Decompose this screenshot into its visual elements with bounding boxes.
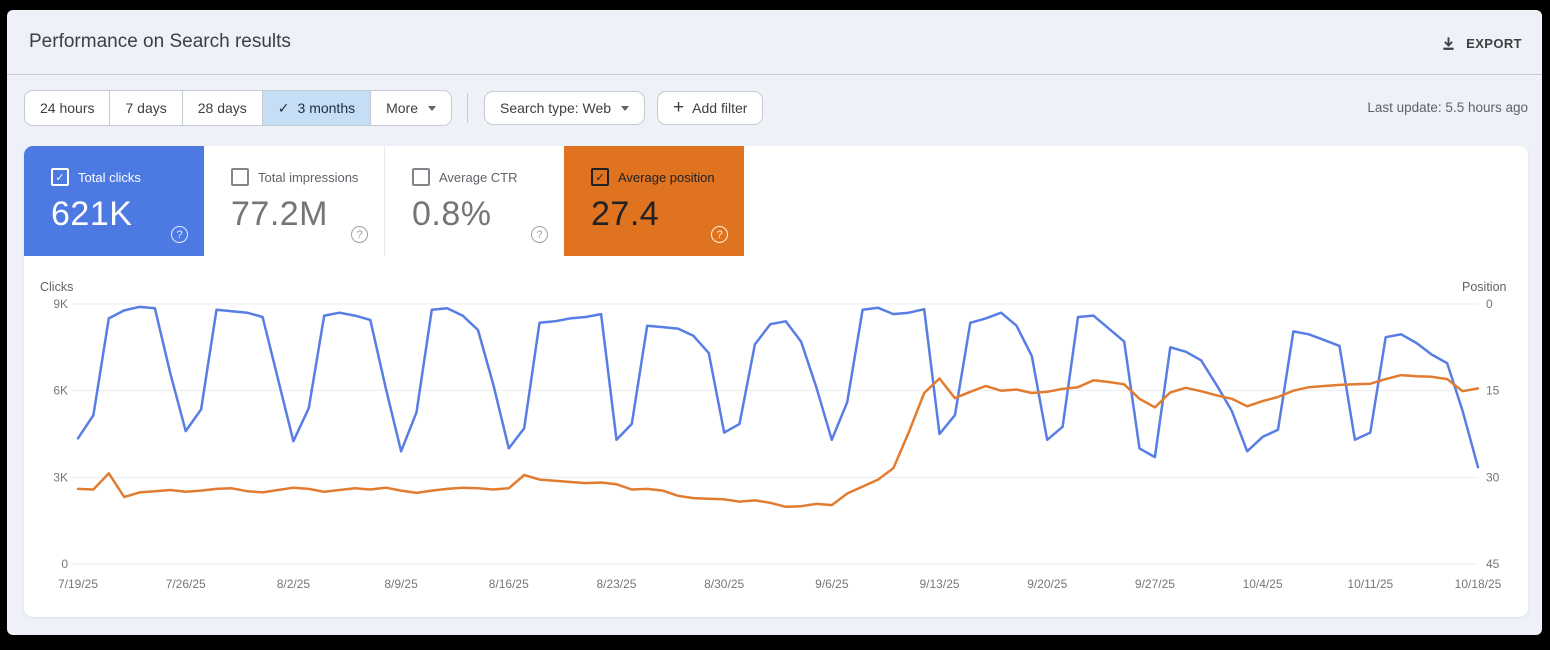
chart-text: 15 — [1486, 384, 1500, 398]
metric-label: Total impressions — [258, 169, 359, 185]
range-label: 7 days — [125, 100, 167, 116]
range-3-months[interactable]: ✓ 3 months — [261, 91, 371, 125]
metric-card-average-ctr[interactable]: Average CTR 0.8% ? — [384, 146, 564, 256]
chart-text: Position — [1462, 280, 1507, 294]
check-icon: ✓ — [277, 99, 290, 116]
help-icon[interactable]: ? — [531, 226, 548, 243]
chart-text: 0 — [1486, 297, 1493, 311]
range-more-dropdown[interactable]: More — [370, 91, 452, 125]
chevron-down-icon — [621, 105, 630, 111]
export-label: EXPORT — [1466, 35, 1522, 51]
metric-label: Average position — [618, 169, 715, 185]
metric-value: 621K — [51, 195, 133, 233]
metric-card-average-position[interactable]: ✓ Average position 27.4 ? — [564, 146, 744, 256]
chart-text: 6K — [53, 384, 68, 398]
search-console-window: Performance on Search results EXPORT 24 … — [7, 10, 1542, 635]
help-icon[interactable]: ? — [351, 226, 368, 243]
metric-cards-row: ✓ Total clicks 621K ? Total impressions … — [24, 146, 1528, 256]
help-icon[interactable]: ? — [171, 226, 188, 243]
metric-label: Average CTR — [439, 169, 518, 185]
metric-label: Total clicks — [78, 169, 141, 185]
chart-text: 9/20/25 — [1027, 577, 1067, 591]
chart-text: 7/19/25 — [58, 577, 98, 591]
range-label: 3 months — [297, 100, 356, 116]
performance-panel: ✓ Total clicks 621K ? Total impressions … — [24, 146, 1528, 617]
chevron-down-icon — [428, 105, 437, 111]
toolbar-divider — [467, 93, 469, 123]
chart-text: 8/9/25 — [384, 577, 418, 591]
metric-value: 27.4 — [591, 195, 660, 233]
last-update-text: Last update: 5.5 hours ago — [1367, 100, 1528, 115]
metric-card-total-impressions[interactable]: Total impressions 77.2M ? — [204, 146, 384, 256]
page-title: Performance on Search results — [29, 31, 291, 52]
chart-text: 9/27/25 — [1135, 577, 1175, 591]
checkbox-average-ctr[interactable] — [412, 168, 430, 186]
range-24-hours[interactable]: 24 hours — [25, 91, 110, 125]
chart-text: 10/11/25 — [1347, 577, 1393, 591]
chart-text: 9/13/25 — [920, 577, 960, 591]
range-label: 28 days — [197, 100, 247, 116]
metric-card-total-clicks[interactable]: ✓ Total clicks 621K ? — [24, 146, 204, 256]
chart-text: 10/4/25 — [1243, 577, 1283, 591]
add-filter-button[interactable]: + Add filter — [657, 91, 764, 125]
plus-icon: + — [673, 96, 685, 118]
chart-text: 8/16/25 — [489, 577, 529, 591]
position-line — [76, 373, 1480, 509]
checkbox-total-clicks[interactable]: ✓ — [51, 168, 69, 186]
chart-text: 10/18/25 — [1455, 577, 1502, 591]
chart-text: 8/23/25 — [596, 577, 636, 591]
range-label: More — [386, 100, 419, 116]
checkbox-average-position[interactable]: ✓ — [591, 168, 609, 186]
search-type-label: Search type: Web — [500, 100, 612, 116]
range-label: 24 hours — [40, 100, 95, 116]
chart-text: 8/2/25 — [277, 577, 311, 591]
range-28-days[interactable]: 28 days — [181, 91, 262, 125]
clicks-line — [76, 305, 1480, 469]
help-icon[interactable]: ? — [711, 226, 728, 243]
add-filter-label: Add filter — [692, 100, 748, 116]
page-header: Performance on Search results EXPORT — [7, 10, 1542, 75]
checkbox-total-impressions[interactable] — [231, 168, 249, 186]
export-button[interactable]: EXPORT — [1434, 28, 1528, 58]
metric-value: 0.8% — [412, 195, 492, 233]
date-range-segmented-control: 24 hours 7 days 28 days ✓ 3 months More — [24, 90, 453, 126]
performance-chart-area: 9K 0 6K 15 3K 30 0 45 Clicks Position 7/19/25 7/26/… — [24, 256, 1528, 617]
chart-text: 7/26/25 — [166, 577, 206, 591]
download-icon — [1440, 35, 1457, 52]
chart-text: 0 — [61, 557, 68, 571]
chart-text: Clicks — [40, 280, 73, 294]
chart-text: 3K — [53, 470, 68, 484]
chart-text: 45 — [1486, 557, 1500, 571]
chart-text: 30 — [1486, 470, 1500, 484]
chart-text: 9/6/25 — [815, 577, 849, 591]
chart-text: 9K — [53, 297, 68, 311]
metric-value: 77.2M — [231, 195, 328, 233]
search-type-dropdown[interactable]: Search type: Web — [484, 91, 646, 125]
chart-text: 8/30/25 — [704, 577, 744, 591]
performance-chart[interactable]: 9K 0 6K 15 3K 30 0 45 Clicks Position 7/19/25 7/26/… — [24, 256, 1528, 617]
filter-toolbar: 24 hours 7 days 28 days ✓ 3 months More — [7, 75, 1542, 146]
range-7-days[interactable]: 7 days — [109, 91, 182, 125]
